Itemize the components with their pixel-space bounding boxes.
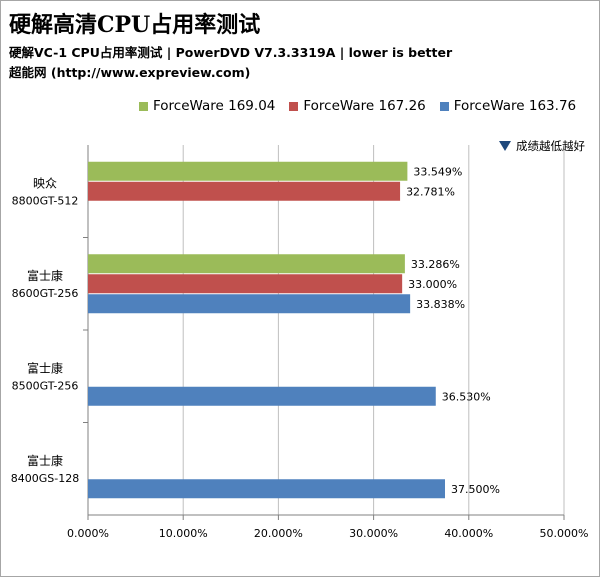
note-text: 成绩越低越好 <box>516 139 585 153</box>
legend-swatch <box>139 101 148 111</box>
legend-label: ForceWare 167.26 <box>303 98 426 114</box>
x-tick-label: 40.000% <box>444 527 493 540</box>
legend-label: ForceWare 169.04 <box>153 98 276 114</box>
legend-swatch <box>439 101 449 111</box>
x-tick-label: 0.000% <box>67 527 109 540</box>
category-model-label: 8800GT-512 <box>12 194 79 207</box>
down-triangle-icon <box>499 141 511 151</box>
legend-item: ForceWare 167.26 <box>289 98 426 114</box>
bar <box>88 386 436 406</box>
bar-value-label: 33.838% <box>416 298 465 311</box>
category-brand-label: 富士康 <box>27 268 63 283</box>
bar <box>88 161 408 181</box>
chart-legend: ForceWare 169.04 ForceWare 167.26 ForceW… <box>139 98 590 114</box>
bar <box>88 479 445 499</box>
legend-label: ForceWare 163.76 <box>453 98 577 114</box>
category-brand-label: 富士康 <box>27 453 63 468</box>
legend-swatch <box>289 101 299 111</box>
bar-value-label: 32.781% <box>406 185 455 198</box>
bar <box>88 274 403 294</box>
chart-subtitle: 硬解VC-1 CPU占用率测试 | PowerDVD V7.3.3319A | … <box>9 45 453 60</box>
bar-value-label: 37.500% <box>451 483 500 496</box>
category-brand-label: 映众 <box>33 176 57 190</box>
bar-value-label: 33.286% <box>411 258 460 271</box>
bar <box>88 254 405 274</box>
bar <box>88 181 401 201</box>
legend-item: ForceWare 169.04 <box>139 98 275 114</box>
legend-item: ForceWare 163.76 <box>439 98 577 114</box>
category-brand-label: 富士康 <box>27 360 63 375</box>
category-model-label: 8600GT-256 <box>12 287 79 300</box>
bar <box>88 294 411 314</box>
category-model-label: 8400GS-128 <box>11 472 79 485</box>
chart-source: 超能网 (http://www.expreview.com) <box>9 65 251 80</box>
x-tick-label: 50.000% <box>540 527 589 540</box>
bar-value-label: 33.000% <box>408 278 457 291</box>
bar-value-label: 36.530% <box>442 390 491 403</box>
category-model-label: 8500GT-256 <box>12 379 79 392</box>
chart-title: 硬解高清CPU占用率测试 <box>9 12 261 38</box>
x-tick-label: 30.000% <box>349 527 398 540</box>
x-tick-label: 10.000% <box>159 527 208 540</box>
lower-is-better-note: 成绩越低越好 <box>498 138 585 154</box>
bar-value-label: 33.549% <box>413 165 462 178</box>
x-tick-label: 20.000% <box>254 527 303 540</box>
